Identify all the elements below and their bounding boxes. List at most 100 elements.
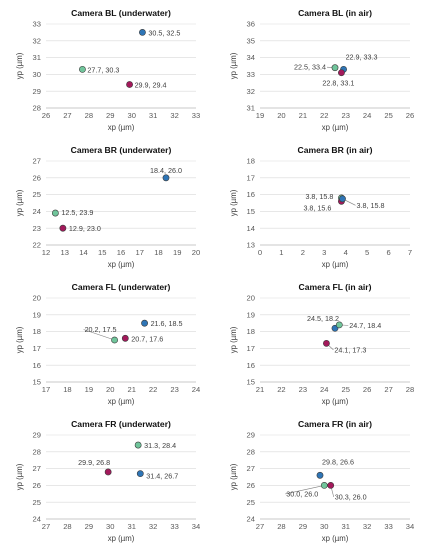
scatter-chart: Camera FR (underwater) 24 25 26 27 28 29 27 28 29… bbox=[15, 419, 200, 543]
x-tick-label: 4 bbox=[344, 248, 348, 257]
chart-panel-br-in-air: Camera BR (in air) 13 14 15 16 17 18 0 1 2 3 4 5 6 7 xp… bbox=[214, 137, 428, 274]
y-tick-label: 16 bbox=[33, 361, 41, 370]
x-tick-label: 3 bbox=[322, 248, 326, 257]
x-tick-label: 32 bbox=[149, 522, 157, 531]
data-label: 27.7, 30.3 bbox=[87, 65, 119, 74]
data-label: 20.7, 17.6 bbox=[131, 334, 163, 343]
y-tick-label: 27 bbox=[33, 464, 41, 473]
y-tick-label: 31 bbox=[33, 53, 41, 62]
y-tick-label: 34 bbox=[247, 53, 255, 62]
scatter-point bbox=[59, 224, 67, 232]
y-tick-label: 19 bbox=[247, 310, 255, 319]
x-tick-label: 26 bbox=[406, 111, 414, 120]
x-tick-label: 5 bbox=[365, 248, 369, 257]
x-axis-label: xp (µm) bbox=[108, 260, 135, 269]
y-tick-label: 13 bbox=[247, 241, 255, 250]
scatter-chart: Camera FL (in air) 15 16 17 18 19 20 21 22 23 24 25… bbox=[229, 282, 414, 406]
scatter-chart: Camera FL (underwater) 15 16 17 18 19 20 17 18 19… bbox=[15, 282, 200, 406]
y-tick-label: 26 bbox=[247, 481, 255, 490]
data-label: 24.5, 18.2 bbox=[307, 314, 339, 323]
x-tick-label: 12 bbox=[42, 248, 50, 257]
y-tick-label: 19 bbox=[33, 310, 41, 319]
x-tick-label: 13 bbox=[61, 248, 69, 257]
scatter-point bbox=[139, 29, 146, 36]
scatter-point bbox=[126, 81, 133, 88]
scatter-point bbox=[111, 336, 118, 344]
x-axis-label: xp (µm) bbox=[108, 123, 135, 132]
scatter-point bbox=[339, 195, 346, 203]
y-tick-label: 27 bbox=[247, 464, 255, 473]
x-tick-label: 15 bbox=[98, 248, 106, 257]
chart-title: Camera BL (in air) bbox=[298, 8, 372, 18]
data-label: 20.2, 17.5 bbox=[85, 325, 117, 334]
y-tick-label: 29 bbox=[247, 431, 255, 440]
scatter-point bbox=[316, 471, 324, 479]
x-tick-label: 2 bbox=[301, 248, 305, 257]
data-label: 30.5, 32.5 bbox=[148, 28, 180, 37]
chart-panel-fr-in-air: Camera FR (in air) 24 25 26 27 28 29 27 28 29 30 31… bbox=[214, 411, 428, 548]
x-tick-label: 28 bbox=[85, 111, 93, 120]
y-tick-label: 33 bbox=[247, 70, 255, 79]
y-tick-label: 33 bbox=[33, 20, 41, 29]
y-axis-label: yp (µm) bbox=[229, 189, 238, 216]
x-tick-label: 18 bbox=[63, 385, 71, 394]
scatter-point bbox=[51, 209, 59, 217]
y-tick-label: 30 bbox=[33, 70, 41, 79]
data-label: 31.4, 26.7 bbox=[146, 472, 178, 481]
chart-panel-bl-in-air: Camera BL (in air) 31 32 33 34 35 36 19 20 21 22 23… bbox=[214, 0, 428, 137]
y-tick-label: 25 bbox=[33, 190, 41, 199]
data-label: 12.5, 23.9 bbox=[61, 208, 93, 217]
y-tick-label: 16 bbox=[247, 190, 255, 199]
x-tick-label: 17 bbox=[42, 385, 50, 394]
chart-title: Camera BL (underwater) bbox=[71, 8, 171, 18]
x-tick-label: 30 bbox=[106, 522, 114, 531]
chart-title: Camera FL (in air) bbox=[299, 282, 372, 292]
y-tick-label: 24 bbox=[247, 515, 255, 524]
scatter-point bbox=[331, 64, 339, 72]
chart-title: Camera FR (in air) bbox=[298, 419, 372, 429]
scatter-point bbox=[79, 65, 86, 73]
scatter-chart: Camera BR (in air) 13 14 15 16 17 18 0 1 2 3 4 5 6 7 xp… bbox=[229, 145, 412, 269]
x-tick-label: 27 bbox=[256, 522, 264, 531]
x-tick-label: 28 bbox=[63, 522, 71, 531]
chart-title: Camera FR (underwater) bbox=[71, 419, 171, 429]
y-tick-label: 24 bbox=[33, 515, 41, 524]
scatter-point bbox=[134, 441, 142, 449]
x-tick-label: 30 bbox=[320, 522, 328, 531]
scatter-point bbox=[104, 468, 112, 476]
chart-title: Camera FL (underwater) bbox=[72, 282, 171, 292]
label-leader-line bbox=[285, 485, 325, 495]
x-tick-label: 28 bbox=[406, 385, 414, 394]
x-axis-label: xp (µm) bbox=[108, 397, 135, 406]
data-label: 24.1, 17.3 bbox=[334, 345, 366, 354]
x-tick-label: 33 bbox=[384, 522, 392, 531]
x-axis-label: xp (µm) bbox=[108, 534, 135, 543]
scatter-point bbox=[141, 319, 148, 327]
y-tick-label: 18 bbox=[247, 157, 255, 166]
x-tick-label: 28 bbox=[277, 522, 285, 531]
chart-title: Camera BR (underwater) bbox=[71, 145, 172, 155]
y-tick-label: 28 bbox=[33, 447, 41, 456]
x-tick-label: 34 bbox=[192, 522, 200, 531]
x-axis-label: xp (µm) bbox=[322, 534, 349, 543]
scatter-point bbox=[327, 482, 335, 489]
y-axis-label: yp (µm) bbox=[229, 463, 238, 490]
x-tick-label: 21 bbox=[127, 385, 135, 394]
x-tick-label: 29 bbox=[299, 522, 307, 531]
scatter-chart: Camera BL (in air) 31 32 33 34 35 36 19 20 21 22 23… bbox=[229, 8, 414, 132]
data-label: 22.5, 33.4 bbox=[294, 63, 326, 72]
scatter-point bbox=[338, 69, 345, 77]
x-tick-label: 16 bbox=[117, 248, 125, 257]
y-tick-label: 26 bbox=[33, 481, 41, 490]
y-tick-label: 36 bbox=[247, 20, 255, 29]
scatter-point bbox=[320, 482, 328, 489]
x-tick-label: 26 bbox=[363, 385, 371, 394]
chart-panel-fl-in-air: Camera FL (in air) 15 16 17 18 19 20 21 22 23 24 25… bbox=[214, 274, 428, 411]
x-tick-label: 27 bbox=[42, 522, 50, 531]
x-tick-label: 24 bbox=[363, 111, 371, 120]
x-tick-label: 23 bbox=[341, 111, 349, 120]
y-tick-label: 26 bbox=[33, 173, 41, 182]
x-tick-label: 1 bbox=[279, 248, 283, 257]
x-tick-label: 20 bbox=[192, 248, 200, 257]
y-tick-label: 20 bbox=[33, 294, 41, 303]
